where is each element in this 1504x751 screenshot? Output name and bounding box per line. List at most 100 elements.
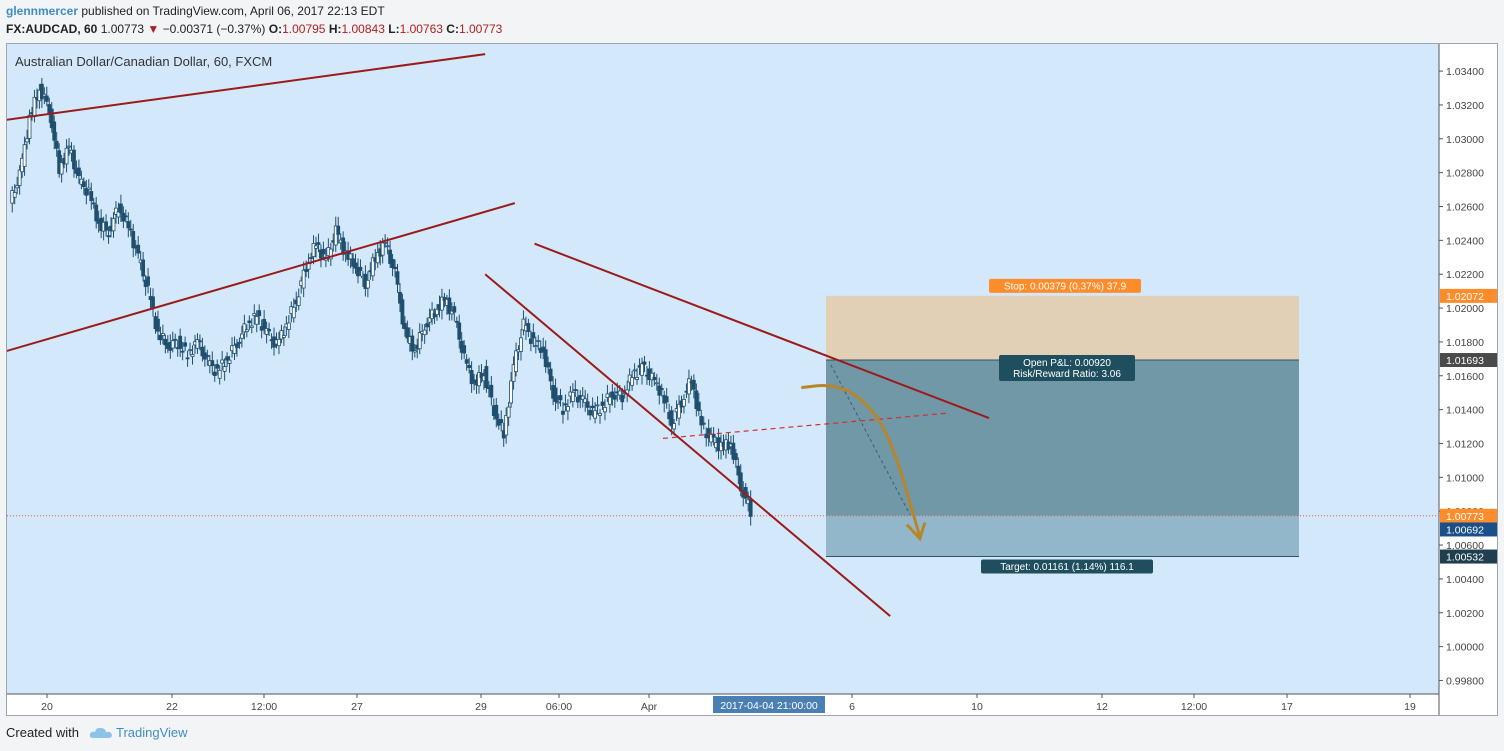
candle-body (118, 203, 123, 214)
candle-body (365, 279, 370, 289)
last-price: 1.00773 (100, 22, 145, 36)
high-key: H: (328, 22, 342, 36)
candle-body (220, 359, 225, 364)
candle-body (440, 296, 444, 311)
candle-body (173, 338, 178, 341)
candle-body (383, 241, 388, 244)
forecast-arrow-path (801, 384, 922, 537)
candle-body (15, 185, 20, 189)
candle-body (464, 359, 469, 364)
candle-body (200, 346, 205, 357)
high-value: 1.00843 (341, 22, 385, 36)
candle-body (575, 396, 580, 403)
x-tick-label: 29 (475, 701, 487, 713)
candle-body (417, 332, 422, 350)
candle-body (314, 245, 318, 249)
candle-body (59, 162, 64, 175)
candle-body (242, 323, 247, 333)
candle-body (588, 409, 593, 416)
candle-body (311, 242, 316, 257)
candle-body (385, 245, 390, 248)
candle-body (336, 225, 341, 235)
created-with: Created with (6, 725, 79, 740)
stop-zone (826, 295, 1299, 361)
candle-body (736, 465, 741, 476)
candle-body (654, 382, 659, 385)
candle-body (711, 433, 716, 438)
candle-body (669, 410, 674, 427)
candle-body (452, 306, 457, 313)
y-tick-label: 1.03200 (1446, 100, 1484, 112)
candle-body (536, 340, 541, 342)
candle-body (652, 376, 657, 381)
candle-body (178, 335, 183, 349)
candle-body (691, 379, 696, 390)
candle-body (247, 320, 252, 324)
candle-body (156, 318, 160, 332)
candle-body (457, 322, 462, 340)
candle-body (664, 396, 669, 403)
candle-body (227, 359, 232, 364)
candle-body (388, 249, 392, 264)
candle-body (281, 335, 286, 338)
candle-body (546, 362, 551, 368)
candle-body (395, 271, 400, 285)
candle-body (54, 140, 59, 149)
candle-body (106, 235, 111, 238)
candle-body (225, 356, 229, 361)
candle-body (640, 363, 644, 376)
trendline (534, 242, 990, 420)
candle-body (267, 328, 271, 332)
candle-body (94, 204, 99, 222)
candle-body (462, 345, 467, 354)
price-label: 1.02072 (1446, 291, 1484, 303)
open-key: O: (268, 22, 283, 36)
author-link[interactable]: glennmercer (6, 4, 79, 18)
candle-body (57, 150, 62, 174)
chart-svg[interactable]: Australian Dollar/Canadian Dollar, 60, F… (7, 44, 1497, 715)
close-value: 1.00773 (458, 22, 503, 36)
y-tick-label: 1.01400 (1446, 405, 1484, 417)
candle-body (141, 259, 146, 277)
candle-body (583, 398, 588, 404)
target-label: Target: 0.01161 (1.14%) 116.1 (1000, 562, 1134, 573)
price-label-bg (1440, 353, 1497, 368)
y-tick-label: 1.00600 (1446, 540, 1484, 552)
candle-body (32, 96, 37, 118)
candle-body (128, 228, 133, 231)
candle-body (610, 391, 615, 398)
candle-body (561, 410, 565, 415)
candle-body (353, 262, 358, 269)
y-tick-label: 1.01600 (1446, 371, 1484, 383)
candle-body (573, 389, 578, 391)
price-label: 1.00532 (1446, 552, 1484, 564)
candle-body (304, 268, 309, 272)
time-cursor-label-bg (713, 696, 825, 713)
down-arrow-icon: ▼ (147, 22, 160, 36)
candle-body (195, 339, 200, 349)
y-tick-label: 1.02200 (1446, 269, 1484, 281)
candle-body (111, 218, 116, 232)
price-axis-background (1439, 44, 1497, 715)
candle-body (180, 350, 185, 353)
y-tick-label: 1.00400 (1446, 574, 1484, 586)
candle-body (642, 361, 647, 365)
target-label-bg (981, 559, 1153, 574)
candle-body (237, 341, 242, 344)
candle-body (291, 306, 296, 319)
candle-body (731, 442, 736, 460)
tradingview-link[interactable]: TradingView (116, 725, 188, 740)
candle-body (489, 384, 494, 398)
y-tick-label: 1.03400 (1446, 66, 1484, 78)
x-tick-label: 12 (1096, 701, 1108, 713)
chart-frame[interactable]: Australian Dollar/Canadian Dollar, 60, F… (6, 43, 1498, 716)
pnl-label: Open P&L: 0.00920 (1023, 358, 1111, 369)
x-tick-label: 06:00 (546, 701, 572, 713)
candle-body (600, 401, 605, 406)
candle-body (77, 167, 81, 177)
candle-body (617, 390, 622, 396)
dashed-support-line (662, 412, 950, 439)
y-tick-label: 1.01000 (1446, 472, 1484, 484)
candle-body (701, 422, 706, 425)
candle-body (351, 258, 355, 267)
